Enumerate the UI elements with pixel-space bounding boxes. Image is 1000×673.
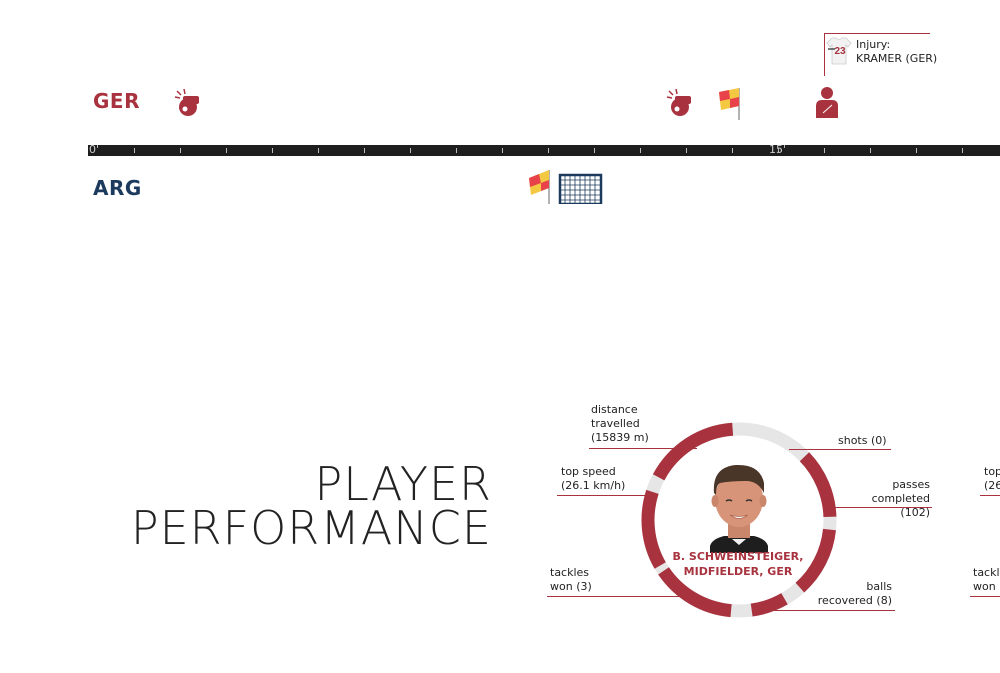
ring-segment xyxy=(658,567,732,618)
ring-segment xyxy=(652,422,734,481)
stat-balls-line xyxy=(771,610,895,611)
corner-flag-icon[interactable] xyxy=(527,168,553,204)
timeline-tick xyxy=(502,148,503,153)
injury-text: Injury: KRAMER (GER) xyxy=(856,38,937,66)
injury-callout xyxy=(824,33,930,76)
next-player-speed-label: top xyxy=(984,465,1000,478)
whistle-icon[interactable] xyxy=(666,88,694,118)
stat-top-speed-line xyxy=(557,495,649,496)
injury-label: Injury: xyxy=(856,38,891,51)
ring-segment xyxy=(641,489,666,569)
timeline-tick xyxy=(456,148,457,153)
timeline-tick xyxy=(686,148,687,153)
team-label-arg: ARG xyxy=(93,176,142,200)
timeline-tick xyxy=(870,148,871,153)
stat-balls-label: balls xyxy=(866,580,892,593)
stat-distance-line xyxy=(589,448,697,449)
player-avatar xyxy=(710,464,768,553)
player-name: B. SCHWEINSTEIGER, MIDFIELDER, GER xyxy=(660,549,816,579)
next-player-tackles-value: won xyxy=(973,580,996,593)
next-player-speed-line xyxy=(980,495,1000,496)
tick-label-0: 0' xyxy=(89,143,100,156)
timeline-tick xyxy=(824,148,825,153)
timeline-tick xyxy=(962,148,963,153)
team-label-ger: GER xyxy=(93,89,140,113)
stat-shots-line xyxy=(789,449,891,450)
timeline-tick xyxy=(272,148,273,153)
next-player-tackles-label: tackl xyxy=(973,566,1000,579)
timeline-tick xyxy=(778,148,779,153)
timeline-tick xyxy=(364,148,365,153)
ring-segment xyxy=(799,452,837,518)
stat-top-speed-label: top speed xyxy=(561,465,616,478)
stat-top-speed: top speed (26.1 km/h) xyxy=(561,465,625,493)
timeline-tick xyxy=(318,148,319,153)
stat-tackles-label: tackles xyxy=(550,566,590,579)
timeline-tick xyxy=(410,148,411,153)
stat-passes-value: completed (102) xyxy=(871,492,930,519)
stat-tackles-value: won (3) xyxy=(550,580,592,593)
next-player-tackles-line xyxy=(970,596,1000,597)
stat-distance: distance travelled (15839 m) xyxy=(591,403,649,445)
section-title-line2: PERFORMANCE xyxy=(130,501,492,555)
timeline-tick xyxy=(594,148,595,153)
timeline-tick xyxy=(916,148,917,153)
next-player-stat-tackles: tackl won xyxy=(973,566,1000,594)
stat-distance-label1: distance xyxy=(591,403,638,416)
injury-jersey-number: 23 xyxy=(834,46,846,57)
next-player-speed-value: (26 xyxy=(984,479,1000,492)
ring-segment xyxy=(750,593,788,617)
player-name-line1: B. SCHWEINSTEIGER, xyxy=(672,550,804,563)
match-timeline: 0' 15' xyxy=(88,143,1000,156)
next-player-stat-speed: top (26 xyxy=(984,465,1000,493)
stat-distance-label2: travelled xyxy=(591,417,640,430)
stat-passes: passes completed (102) xyxy=(840,478,930,520)
whistle-icon[interactable] xyxy=(174,88,202,118)
stat-passes-line xyxy=(835,507,932,508)
section-title-line1: PLAYER xyxy=(314,457,492,511)
timeline-tick xyxy=(134,148,135,153)
stat-distance-value: (15839 m) xyxy=(591,431,649,444)
stat-balls-value: recovered (8) xyxy=(817,594,892,607)
timeline-tick xyxy=(226,148,227,153)
goal-net-icon[interactable] xyxy=(558,172,603,204)
player-icon[interactable] xyxy=(814,86,840,118)
timeline-tick xyxy=(548,148,549,153)
timeline-tick xyxy=(732,148,733,153)
timeline-tick xyxy=(640,148,641,153)
jersey-icon: 23 xyxy=(826,37,852,65)
stat-balls: balls recovered (8) xyxy=(808,580,892,608)
stat-shots-label: shots (0) xyxy=(838,434,887,447)
ring-segment xyxy=(795,528,836,593)
stat-shots: shots (0) xyxy=(838,434,887,448)
section-title: PLAYER PERFORMANCE xyxy=(130,457,492,555)
tick-label-15: 15' xyxy=(769,144,786,156)
stat-tackles-line xyxy=(547,596,685,597)
stat-tackles: tackles won (3) xyxy=(550,566,592,594)
corner-flag-icon[interactable] xyxy=(716,86,742,120)
stat-passes-label: passes xyxy=(892,478,930,491)
performance-ring xyxy=(641,422,837,618)
timeline-tick xyxy=(180,148,181,153)
player-position: MIDFIELDER, GER xyxy=(683,565,793,578)
injury-player: KRAMER (GER) xyxy=(856,52,938,65)
stat-top-speed-value: (26.1 km/h) xyxy=(561,479,626,492)
